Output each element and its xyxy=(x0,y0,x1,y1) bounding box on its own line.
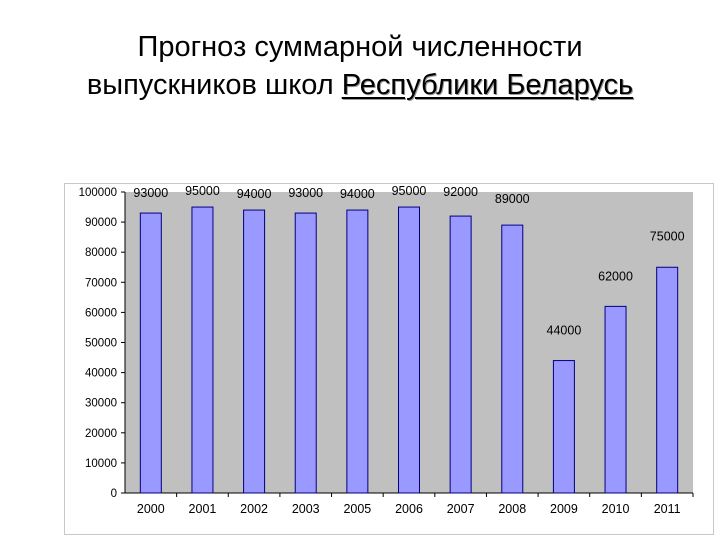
x-tick-label: 2006 xyxy=(395,502,423,516)
data-labels: 93000 95000 94000 93000 94000 95000 92000 89000… xyxy=(133,184,684,338)
bar-2010 xyxy=(604,305,627,494)
x-tick-label: 2001 xyxy=(189,502,217,516)
y-tick-label: 0 xyxy=(111,488,117,500)
data-label: 94000 xyxy=(237,187,272,201)
x-tick-label: 2005 xyxy=(343,502,371,516)
y-tick-label: 10000 xyxy=(85,458,117,470)
bar-2009 xyxy=(552,360,575,494)
y-tick-label: 90000 xyxy=(85,217,117,229)
x-tick-label: 2007 xyxy=(447,502,475,516)
bar-2001 xyxy=(191,206,214,494)
bars xyxy=(139,206,679,494)
y-axis-ticks: 0 10000 20000 30000 40000 50000 60000 70000 8000… xyxy=(79,187,125,500)
bar-2006 xyxy=(398,206,420,494)
data-label: 89000 xyxy=(495,192,530,206)
bar-2003 xyxy=(294,212,317,494)
x-tick-label: 2010 xyxy=(602,502,630,516)
title-line-2: выпускников школ Республики Беларусь xyxy=(0,66,720,104)
x-tick-label: 2003 xyxy=(292,502,320,516)
bar-chart: 0 10000 20000 30000 40000 50000 60000 70000 8000… xyxy=(79,184,694,516)
y-tick-label: 20000 xyxy=(85,428,117,440)
bar-2005 xyxy=(346,209,369,494)
data-label: 92000 xyxy=(443,185,478,199)
title-line-1: Прогноз суммарной численности xyxy=(137,31,583,63)
bar-2002 xyxy=(243,209,266,494)
y-tick-label: 30000 xyxy=(85,398,117,410)
x-tick-label: 2009 xyxy=(550,502,578,516)
title-line-2-underlined: Республики Беларусь xyxy=(341,69,634,101)
y-tick-label: 70000 xyxy=(85,277,117,289)
data-label: 62000 xyxy=(598,269,633,283)
bar-2007 xyxy=(449,215,472,494)
y-tick-label: 40000 xyxy=(85,368,117,380)
x-tick-label: 2011 xyxy=(654,502,681,516)
bar-2011 xyxy=(656,266,679,494)
y-tick-label: 60000 xyxy=(85,307,117,319)
x-axis-ticks: 2000 2001 2002 2003 2005 2006 2007 2008 2009 2010… xyxy=(137,493,694,516)
y-tick-label: 80000 xyxy=(85,247,117,259)
data-label: 95000 xyxy=(392,184,427,198)
data-label: 93000 xyxy=(133,186,168,200)
x-tick-label: 2008 xyxy=(498,502,526,516)
slide-title: Прогноз суммарной численности выпускнико… xyxy=(0,28,720,104)
chart-frame: 0 10000 20000 30000 40000 50000 60000 70000 8000… xyxy=(64,183,714,535)
bar-2008 xyxy=(501,224,524,494)
data-label: 75000 xyxy=(650,229,685,243)
y-tick-label: 50000 xyxy=(85,338,117,350)
data-label: 44000 xyxy=(547,324,582,338)
x-tick-label: 2002 xyxy=(240,502,268,516)
data-label: 94000 xyxy=(340,187,375,201)
y-tick-label: 100000 xyxy=(79,187,117,199)
bar-2000 xyxy=(139,212,162,494)
data-label: 93000 xyxy=(288,186,323,200)
data-label: 95000 xyxy=(185,184,220,198)
title-line-2-prefix: выпускников школ xyxy=(86,69,342,101)
x-tick-label: 2000 xyxy=(137,502,165,516)
